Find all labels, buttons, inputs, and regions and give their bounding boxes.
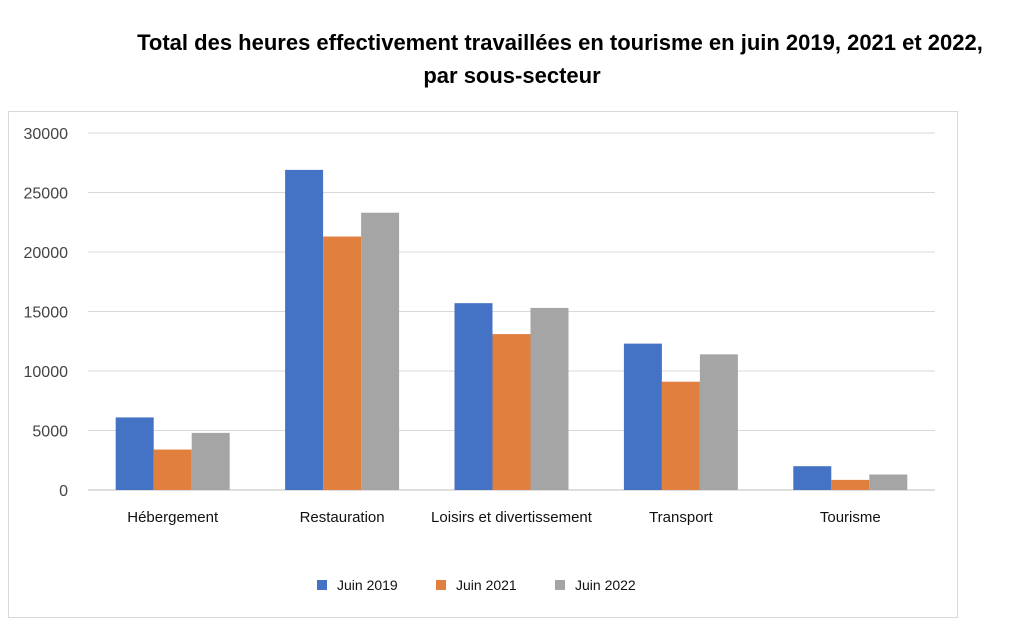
x-category-label: Restauration: [300, 509, 385, 526]
y-tick-label: 5000: [32, 424, 68, 441]
y-tick-label: 30000: [24, 126, 69, 143]
bar: [361, 212, 400, 491]
bar: [191, 432, 230, 490]
bar: [323, 236, 362, 490]
chart-frame: [8, 111, 958, 618]
legend-label: Juin 2019: [337, 577, 398, 593]
chart-title-line-1: Total des heures effectivement travaillé…: [137, 30, 983, 55]
y-tick-label: 0: [59, 483, 68, 500]
bar: [285, 169, 324, 490]
y-tick-label: 25000: [24, 186, 69, 203]
x-category-label: Loisirs et divertissement: [431, 509, 593, 526]
bar: [454, 303, 493, 490]
x-category-label: Transport: [649, 509, 713, 526]
x-category-label: Tourisme: [820, 509, 881, 526]
bar: [793, 466, 832, 490]
legend-swatch: [436, 580, 446, 590]
bar: [661, 381, 700, 490]
bar: [492, 334, 531, 490]
bar: [530, 307, 569, 490]
y-tick-label: 10000: [24, 364, 69, 381]
bar: [115, 417, 154, 490]
legend-swatch: [555, 580, 565, 590]
bar: [831, 479, 870, 490]
legend-label: Juin 2022: [575, 577, 636, 593]
legend-label: Juin 2021: [456, 577, 517, 593]
x-category-label: Hébergement: [127, 509, 219, 526]
bar: [869, 474, 908, 490]
bar: [623, 343, 662, 490]
bar: [699, 354, 738, 490]
legend-swatch: [317, 580, 327, 590]
y-tick-label: 15000: [24, 305, 69, 322]
chart-title-line-2: par sous-secteur: [423, 63, 601, 88]
y-tick-label: 20000: [24, 245, 69, 262]
bar: [153, 449, 192, 490]
